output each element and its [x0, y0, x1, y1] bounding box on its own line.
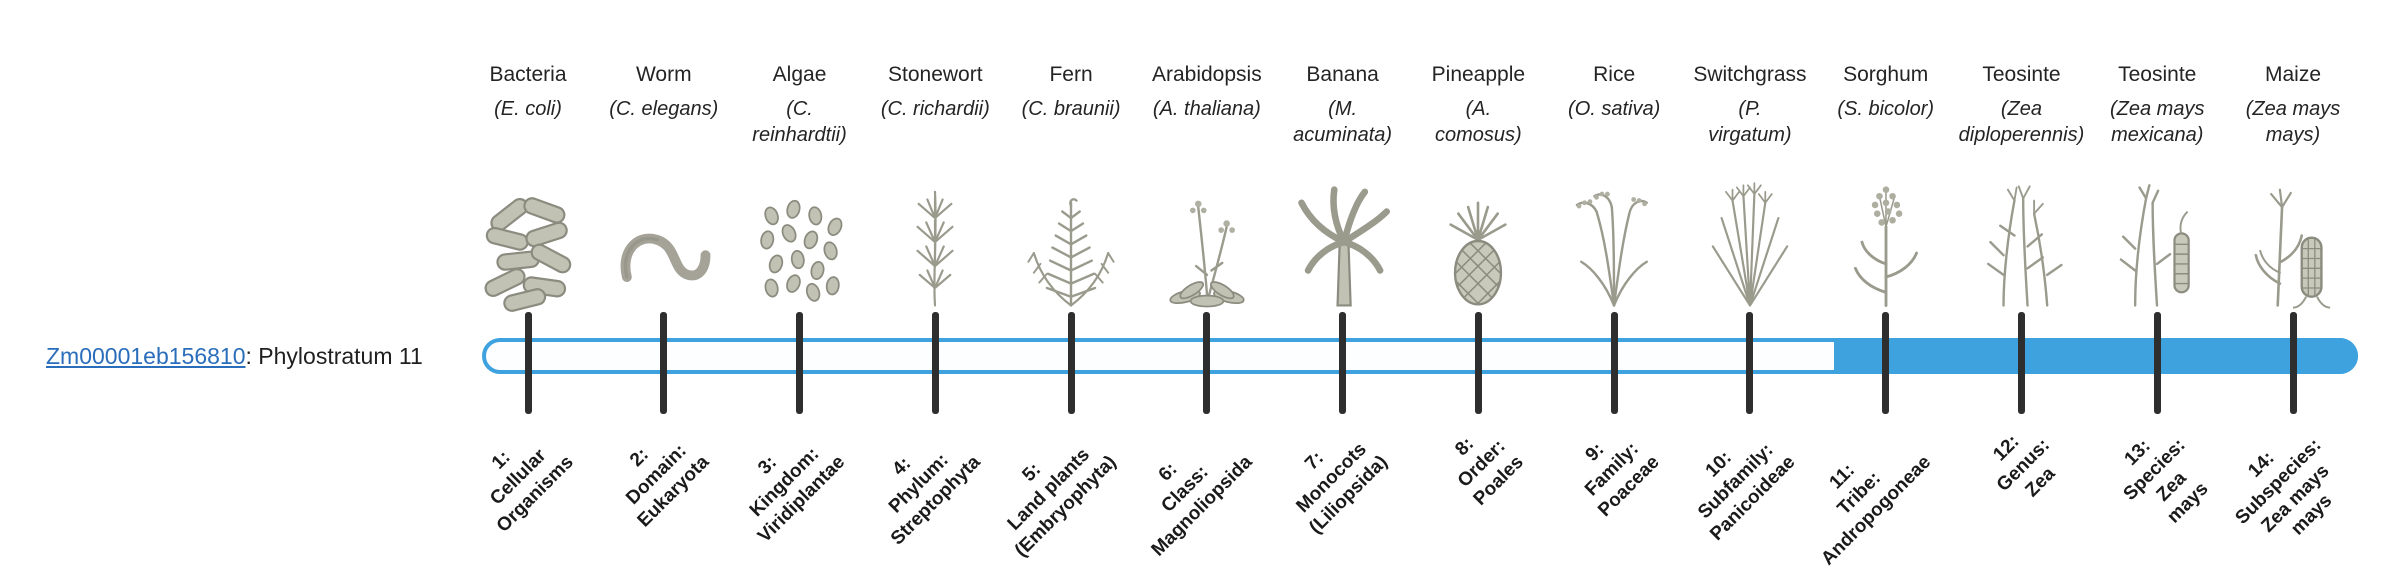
stratum-label-anchor: 14: Subspecies: Zea mays mays: [1953, 417, 2336, 540]
tick-mark: [1203, 312, 1211, 414]
tick-mark: [1610, 312, 1618, 414]
stratum-label: 14: Subspecies: Zea mays mays: [2231, 434, 2337, 540]
organism-name: Switchgrass: [1693, 63, 1807, 86]
organism-scientific-name: (Zea mays mexicana): [2110, 98, 2205, 147]
organism-scientific-name: (A. comosus): [1435, 98, 1522, 147]
fern-icon: [1015, 166, 1127, 312]
tick-mark: [2289, 312, 2297, 414]
tick-mark: [524, 312, 532, 414]
stratum-column: Teosinte (Zea mays mexicana): [2082, 62, 2232, 312]
stratum-column: Pineapple (A. comosus): [1403, 62, 1553, 312]
gene-phylostratum-text: : Phylostratum 11: [245, 343, 423, 369]
organism-scientific-name: (Zea mays mays): [2245, 98, 2341, 147]
organism-name: Rice: [1593, 63, 1636, 86]
stratum-column: Banana (M. acuminata): [1268, 62, 1418, 312]
tick-mark: [1067, 312, 1075, 414]
organism-scientific-name: (Zea diploperennis): [1958, 98, 2085, 147]
stratum-column: Bacteria (E. coli): [453, 62, 603, 312]
stratum-column: Worm (C. elegans): [589, 62, 739, 312]
tick-mark: [2017, 312, 2025, 414]
organism-scientific-name: (E. coli): [494, 98, 562, 121]
organism-name: Algae: [772, 63, 827, 86]
stratum-column: Switchgrass (P. virgatum): [1675, 62, 1825, 312]
organism-scientific-name: (P. virgatum): [1708, 98, 1792, 147]
stratum-column: Maize (Zea mays mays): [2218, 62, 2368, 312]
organism-scientific-name: (M. acuminata): [1293, 98, 1393, 147]
arabidopsis-icon: [1151, 166, 1263, 312]
organism-name: Teosinte: [2118, 63, 2197, 86]
organism-scientific-name: (A. thaliana): [1152, 98, 1261, 121]
organism-name: Arabidopsis: [1151, 63, 1262, 86]
bacteria-icon: [472, 166, 584, 312]
stratum-column: Fern (C. braunii): [996, 62, 1146, 312]
switchgrass-icon: [1694, 166, 1806, 312]
organism-name: Sorghum: [1843, 63, 1929, 86]
sorghum-icon: [1830, 166, 1942, 312]
stratum-column: Teosinte (Zea diploperennis): [1946, 62, 2096, 312]
stratum-column: Sorghum (S. bicolor): [1811, 62, 1961, 312]
pineapple-icon: [1422, 166, 1534, 312]
banana-icon: [1287, 166, 1399, 312]
organism-name: Maize: [2264, 63, 2322, 86]
maize-icon: [2237, 166, 2349, 312]
tick-mark: [1474, 312, 1482, 414]
tick-mark: [2153, 312, 2161, 414]
organism-scientific-name: (O. sativa): [1568, 98, 1661, 121]
organism-name: Teosinte: [1982, 63, 2061, 86]
organism-scientific-name: (C. elegans): [609, 98, 719, 121]
tick-mark: [1339, 312, 1347, 414]
organism-scientific-name: (C. reinhardtii): [752, 98, 847, 147]
stratum-column: Stonewort (C. richardii): [860, 62, 1010, 312]
organism-name: Banana: [1306, 63, 1379, 86]
gene-id-link[interactable]: Zm00001eb156810: [46, 343, 246, 369]
teosinte-diploperennis-icon: [1965, 166, 2077, 312]
stratum-column: Rice (O. sativa): [1539, 62, 1689, 312]
organism-name: Worm: [635, 63, 692, 86]
organism-scientific-name: (S. bicolor): [1837, 98, 1935, 121]
worm-icon: [608, 166, 720, 312]
gene-label: Zm00001eb156810: Phylostratum 11: [46, 343, 423, 370]
tick-mark: [931, 312, 939, 414]
tick-mark: [1746, 312, 1754, 414]
organism-name: Bacteria: [489, 63, 567, 86]
organism-scientific-name: (C. braunii): [1021, 98, 1121, 121]
algae-icon: [744, 166, 856, 312]
organism-name: Fern: [1049, 63, 1093, 86]
tick-mark: [1882, 312, 1890, 414]
organism-name: Pineapple: [1431, 63, 1526, 86]
stratum-column: Algae (C. reinhardtii): [725, 62, 875, 312]
timeline-bar-fill: [1834, 338, 2358, 374]
stratum-column: Arabidopsis (A. thaliana): [1132, 62, 1282, 312]
organism-name: Stonewort: [888, 63, 983, 86]
organism-scientific-name: (C. richardii): [880, 98, 990, 121]
stonewort-icon: [879, 166, 991, 312]
tick-mark: [796, 312, 804, 414]
rice-icon: [1558, 166, 1670, 312]
teosinte-mexicana-icon: [2101, 166, 2213, 312]
tick-mark: [660, 312, 668, 414]
